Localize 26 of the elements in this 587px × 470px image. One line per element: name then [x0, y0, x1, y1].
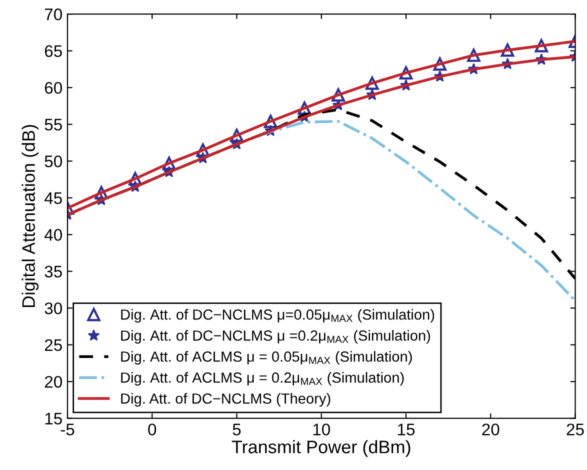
y-tick-label: 45 [44, 192, 62, 204]
y-tick-label: 55 [44, 118, 62, 131]
y-tick-label: 20 [44, 376, 62, 388]
legend-label: Dig. Att. of ACLMS μ = 0.05μ$_{MAX}$ (Simulation) [121, 351, 412, 365]
x-tick-label: 10 [313, 424, 330, 436]
x-tick-label: -5 [60, 424, 74, 436]
x-tick-label: 15 [398, 424, 415, 436]
y-tick-label: 15 [45, 412, 62, 425]
x-tick-label: 5 [232, 424, 241, 436]
y-tick-label: 50 [44, 155, 62, 168]
y-tick-label: 25 [44, 339, 62, 352]
y-tick-label: 30 [44, 302, 62, 314]
y-tick-label: 40 [44, 228, 62, 241]
x-tick-label: 20 [482, 424, 500, 436]
y-tick-label: 35 [44, 266, 62, 278]
legend-label: Dig. Att. of DC−NCLMS μ=0.05μ$_{MAX}$ (Simulation) [121, 309, 434, 323]
legend-label: Dig. Att. of DC−NCLMS (Theory) [121, 393, 330, 407]
y-tick-label: 60 [44, 82, 62, 94]
y-axis-title: Digital Attenuation (dB) [22, 124, 39, 308]
y-tick-label: 70 [44, 8, 62, 20]
x-tick-label: 25 [566, 424, 584, 436]
y-tick-label: 65 [44, 45, 62, 58]
legend-label: Dig. Att. of DC−NCLMS μ =0.2μ$_{MAX}$ (Simulation) [121, 330, 430, 344]
x-tick-label: 0 [148, 424, 156, 436]
legend-label: Dig. Att. of ACLMS μ = 0.2μ$_{MAX}$ (Simulation) [121, 372, 404, 386]
x-axis-title: Transmit Power (dBm) [232, 440, 410, 457]
